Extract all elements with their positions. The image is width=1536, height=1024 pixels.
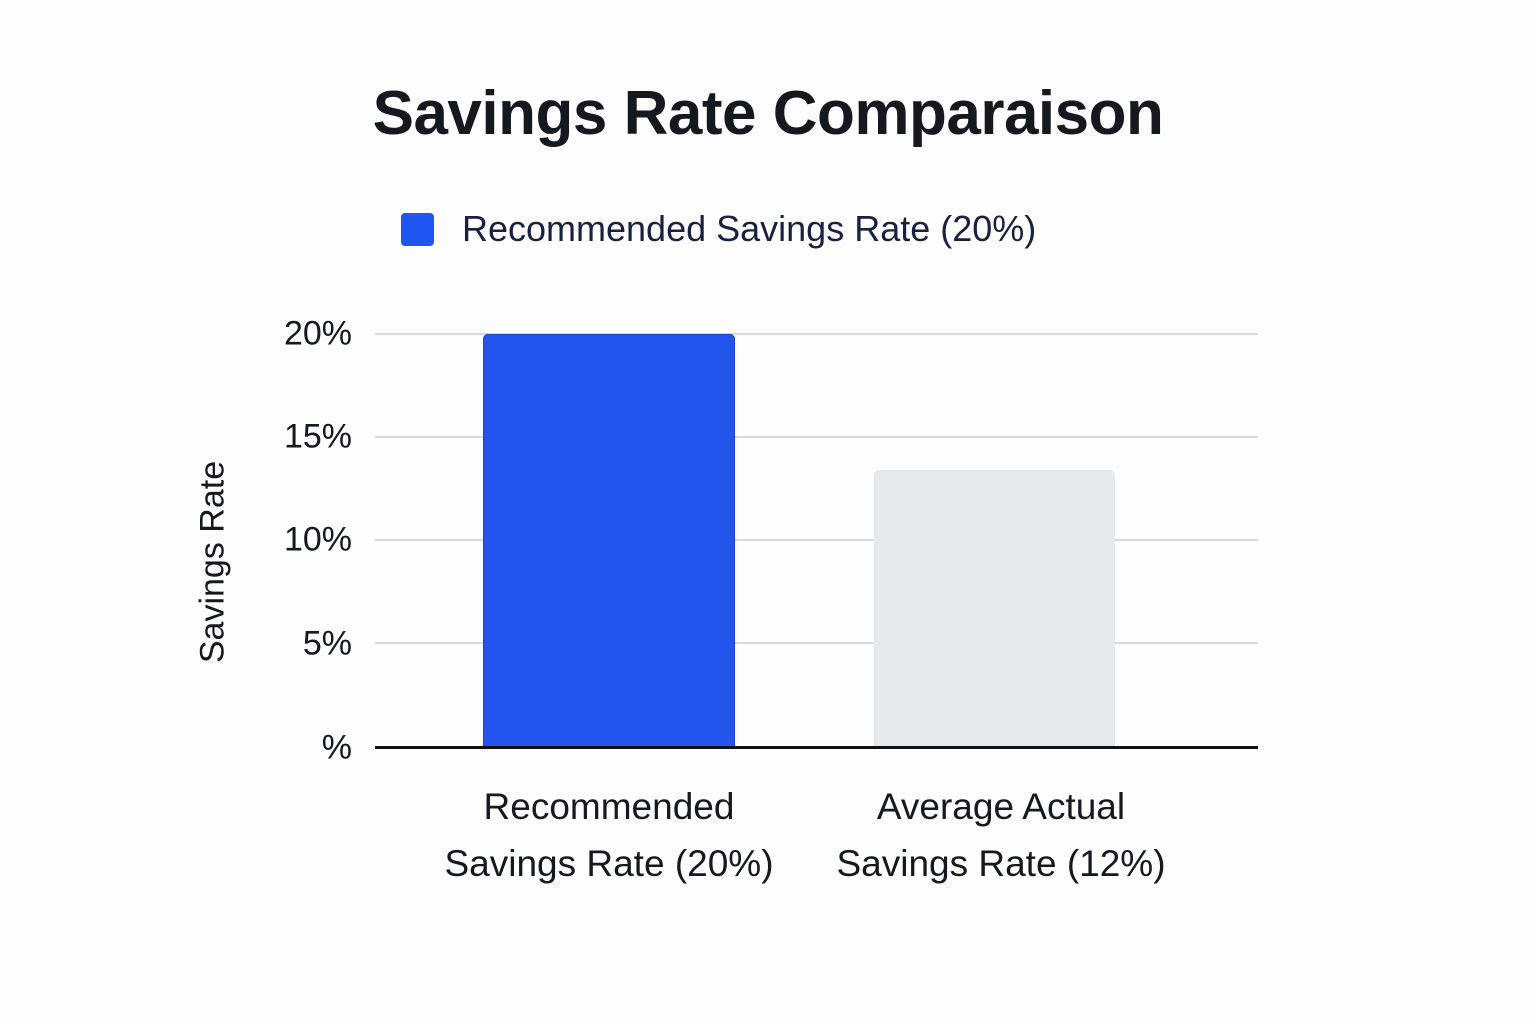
y-tick-10: 10% [283, 520, 352, 559]
y-tick-5: 5% [302, 624, 352, 663]
legend-swatch-recommended [401, 212, 434, 246]
gridline-15 [375, 436, 1258, 438]
y-axis-label: Savings Rate [193, 460, 232, 664]
legend-label-recommended: Recommended Savings Rate (20%) [462, 208, 1037, 249]
x-tick-recommended: Recommended Savings Rate (20%) [444, 778, 773, 892]
x-tick-recommended-line2: Savings Rate (20%) [444, 843, 774, 884]
gridline-20 [375, 333, 1258, 335]
gridline-10 [375, 539, 1258, 541]
y-tick-20: 20% [283, 314, 352, 353]
x-tick-average-actual-line1: Average Actual [876, 786, 1126, 827]
gridline-5 [375, 642, 1258, 644]
x-tick-average-actual-line2: Savings Rate (12%) [836, 843, 1166, 884]
x-axis-baseline [375, 746, 1258, 749]
chart-title: Savings Rate Comparaison [372, 79, 1164, 148]
bar-average-actual [874, 470, 1115, 747]
y-tick-0: % [321, 728, 352, 767]
y-tick-15: 15% [283, 417, 352, 456]
plot-area [375, 333, 1258, 749]
x-tick-recommended-line1: Recommended [483, 786, 735, 827]
x-tick-average-actual: Average Actual Savings Rate (12%) [836, 778, 1165, 892]
bar-recommended [483, 334, 735, 747]
legend: Recommended Savings Rate (20%) [401, 208, 1036, 250]
